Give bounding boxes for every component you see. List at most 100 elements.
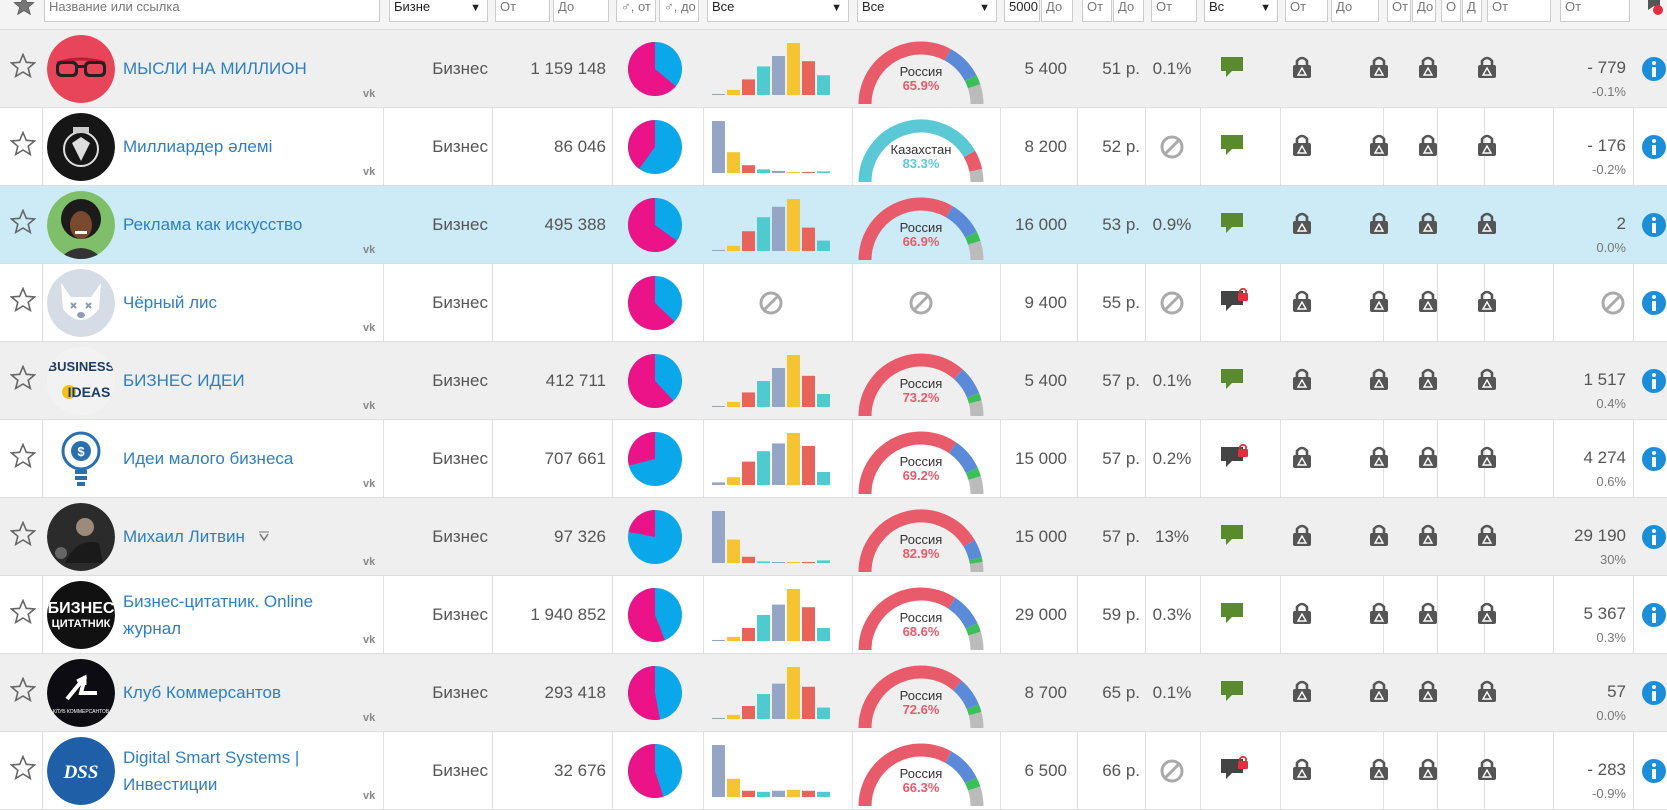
- channel-name-link[interactable]: Реклама как искусство: [123, 186, 373, 263]
- channel-name-link[interactable]: Бизнес-цитатник. Online журнал: [123, 576, 373, 653]
- channel-name-link[interactable]: Digital Smart Systems | Инвестиции: [123, 732, 373, 809]
- price-from-input[interactable]: 5000: [1004, 0, 1040, 22]
- info-icon[interactable]: [1641, 134, 1667, 160]
- locked-stat-icon[interactable]: [1418, 289, 1438, 313]
- male-share-from-input[interactable]: ♂, от: [616, 0, 656, 22]
- channel-avatar[interactable]: BUSINESS IDEAS: [47, 347, 115, 415]
- favorite-star-icon[interactable]: [10, 599, 36, 625]
- favorites-header-star-icon[interactable]: [10, 0, 38, 16]
- locked-stat-icon[interactable]: [1292, 55, 1312, 79]
- locked-stat-icon[interactable]: [1292, 367, 1312, 391]
- comments-open-icon[interactable]: [1219, 132, 1249, 158]
- info-icon[interactable]: [1641, 290, 1667, 316]
- name-search-input[interactable]: Название или ссылка: [44, 0, 380, 22]
- favorite-star-icon[interactable]: [10, 287, 36, 313]
- subscribers-to-input[interactable]: До: [553, 0, 609, 22]
- filter3-from-input[interactable]: О: [1441, 0, 1461, 22]
- locked-stat-icon[interactable]: [1418, 679, 1438, 703]
- channel-avatar[interactable]: [47, 191, 115, 259]
- locked-stat-icon[interactable]: [1292, 133, 1312, 157]
- favorite-star-icon[interactable]: [10, 521, 36, 547]
- favorite-star-icon[interactable]: [10, 755, 36, 781]
- channel-name-link[interactable]: МЫСЛИ НА МИЛЛИОН: [123, 30, 373, 107]
- male-share-to-input[interactable]: ♂, до: [659, 0, 699, 22]
- channel-avatar[interactable]: DSS: [47, 737, 115, 805]
- locked-stat-icon[interactable]: [1292, 445, 1312, 469]
- locked-stat-icon[interactable]: [1418, 601, 1438, 625]
- cpm-from-input[interactable]: От: [1082, 0, 1112, 22]
- locked-stat-icon[interactable]: [1418, 445, 1438, 469]
- channel-avatar[interactable]: [47, 35, 115, 103]
- locked-stat-icon[interactable]: [1369, 523, 1389, 547]
- reset-filters-icon[interactable]: [1645, 0, 1663, 16]
- locked-stat-icon[interactable]: [1369, 445, 1389, 469]
- locked-stat-icon[interactable]: [1477, 757, 1497, 781]
- comments-select[interactable]: Вс ▼: [1204, 0, 1278, 22]
- locked-stat-icon[interactable]: [1418, 55, 1438, 79]
- comments-locked-icon[interactable]: [1219, 444, 1249, 470]
- favorite-star-icon[interactable]: [10, 677, 36, 703]
- channel-name-link[interactable]: Идеи малого бизнеса: [123, 420, 373, 497]
- channel-name-link[interactable]: Михаил Литвин: [123, 498, 373, 575]
- filter2-to-input[interactable]: До: [1412, 0, 1436, 22]
- locked-stat-icon[interactable]: [1477, 367, 1497, 391]
- info-icon[interactable]: [1641, 602, 1667, 628]
- locked-stat-icon[interactable]: [1477, 211, 1497, 235]
- favorite-star-icon[interactable]: [10, 365, 36, 391]
- locked-stat-icon[interactable]: [1418, 523, 1438, 547]
- channel-avatar[interactable]: БИЗНЕС ЦИТАТНИК: [47, 581, 115, 649]
- favorite-star-icon[interactable]: [10, 53, 36, 79]
- channel-name-link[interactable]: Миллиардер әлемі: [123, 108, 373, 185]
- locked-stat-icon[interactable]: [1369, 679, 1389, 703]
- channel-avatar[interactable]: $: [47, 425, 115, 493]
- category-select[interactable]: Бизне ▼: [389, 0, 488, 22]
- info-icon[interactable]: [1641, 212, 1667, 238]
- price-to-input[interactable]: До: [1041, 0, 1073, 22]
- locked-stat-icon[interactable]: [1477, 445, 1497, 469]
- locked-stat-icon[interactable]: [1418, 133, 1438, 157]
- locked-stat-icon[interactable]: [1369, 289, 1389, 313]
- channel-avatar[interactable]: КЛУБ КОММЕРСАНТОВ: [47, 659, 115, 727]
- comments-locked-icon[interactable]: [1219, 756, 1249, 782]
- geo-select[interactable]: Все ▼: [857, 0, 997, 22]
- locked-stat-icon[interactable]: [1369, 367, 1389, 391]
- locked-stat-icon[interactable]: [1369, 601, 1389, 625]
- age-select[interactable]: Все ▼: [707, 0, 849, 22]
- channel-avatar[interactable]: [47, 113, 115, 181]
- locked-stat-icon[interactable]: [1418, 757, 1438, 781]
- comments-open-icon[interactable]: [1219, 54, 1249, 80]
- locked-stat-icon[interactable]: [1477, 523, 1497, 547]
- locked-stat-icon[interactable]: [1292, 289, 1312, 313]
- locked-stat-icon[interactable]: [1292, 679, 1312, 703]
- locked-stat-icon[interactable]: [1418, 367, 1438, 391]
- filter4-from-input[interactable]: От: [1487, 0, 1551, 22]
- filter1-to-input[interactable]: До: [1331, 0, 1379, 22]
- filter1-from-input[interactable]: От: [1285, 0, 1328, 22]
- favorite-star-icon[interactable]: [10, 131, 36, 157]
- growth-from-input[interactable]: От: [1560, 0, 1630, 22]
- channel-name-link[interactable]: Чёрный лис: [123, 264, 373, 341]
- locked-stat-icon[interactable]: [1477, 55, 1497, 79]
- locked-stat-icon[interactable]: [1477, 601, 1497, 625]
- channel-avatar[interactable]: [47, 269, 115, 337]
- favorite-star-icon[interactable]: [10, 443, 36, 469]
- info-icon[interactable]: [1641, 368, 1667, 394]
- info-icon[interactable]: [1641, 680, 1667, 706]
- er-from-input[interactable]: От: [1151, 0, 1197, 22]
- channel-name-link[interactable]: БИЗНЕС ИДЕИ: [123, 342, 373, 419]
- comments-open-icon[interactable]: [1219, 210, 1249, 236]
- locked-stat-icon[interactable]: [1369, 757, 1389, 781]
- locked-stat-icon[interactable]: [1477, 679, 1497, 703]
- comments-open-icon[interactable]: [1219, 522, 1249, 548]
- locked-stat-icon[interactable]: [1292, 601, 1312, 625]
- locked-stat-icon[interactable]: [1292, 757, 1312, 781]
- locked-stat-icon[interactable]: [1477, 289, 1497, 313]
- info-icon[interactable]: [1641, 524, 1667, 550]
- info-icon[interactable]: [1641, 56, 1667, 82]
- filter3-to-input[interactable]: Д: [1462, 0, 1482, 22]
- locked-stat-icon[interactable]: [1369, 133, 1389, 157]
- comments-open-icon[interactable]: [1219, 366, 1249, 392]
- comments-open-icon[interactable]: [1219, 600, 1249, 626]
- favorite-star-icon[interactable]: [10, 209, 36, 235]
- locked-stat-icon[interactable]: [1292, 523, 1312, 547]
